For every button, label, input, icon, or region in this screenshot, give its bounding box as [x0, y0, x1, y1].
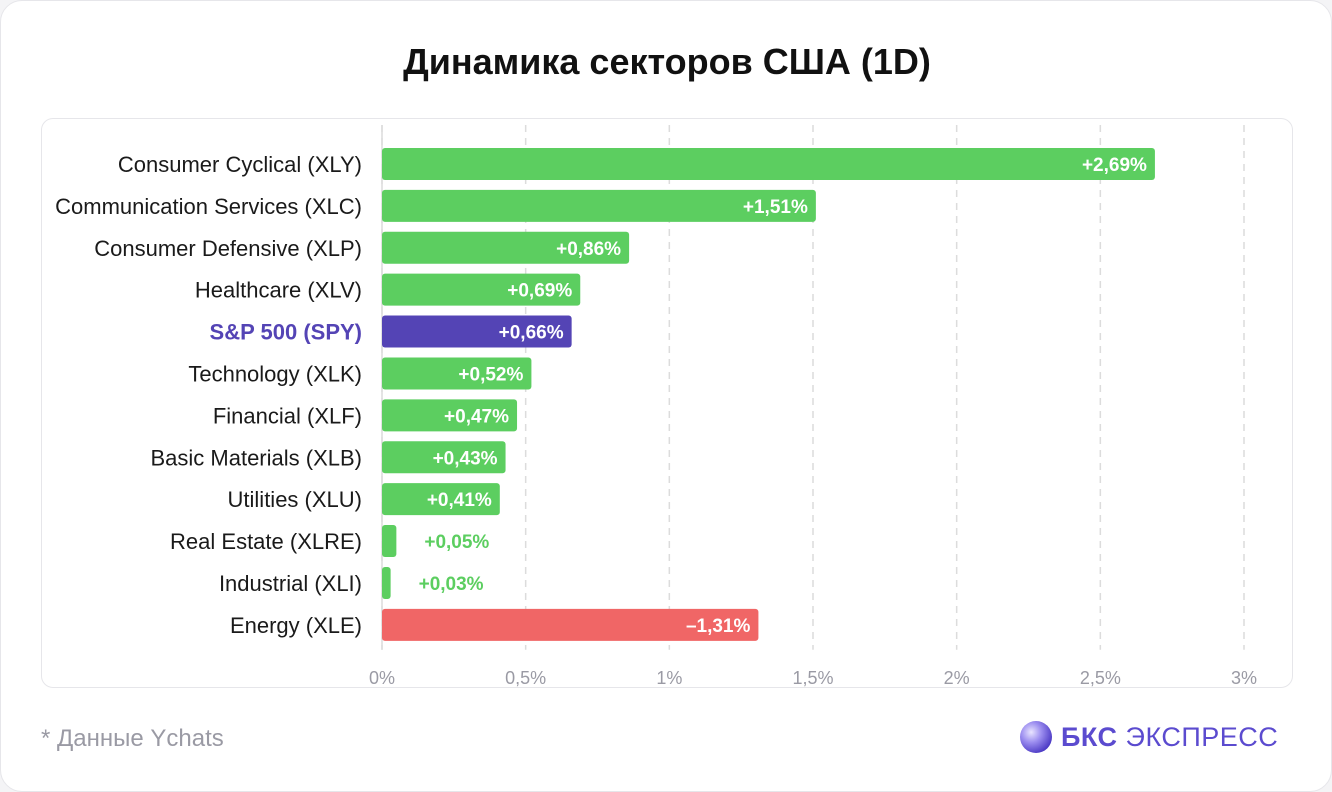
x-tick-label: 2,5%	[1080, 668, 1121, 687]
category-label: Technology (XLK)	[188, 361, 362, 386]
category-label: Real Estate (XLRE)	[170, 529, 362, 554]
data-label: +2,69%	[1082, 155, 1147, 176]
category-label: Consumer Defensive (XLP)	[94, 236, 362, 261]
data-label: +1,51%	[743, 197, 808, 218]
category-label: Energy (XLE)	[230, 613, 362, 638]
bar	[382, 357, 532, 390]
data-label: +0,52%	[458, 364, 523, 385]
bar	[382, 525, 397, 558]
bar	[382, 147, 1155, 180]
data-source-note: * Данные Ychats	[41, 725, 224, 752]
data-label: +0,03%	[419, 574, 484, 595]
chart-panel: 0% 0,5% 1% 1,5% 2% 2,5% 3% Consumer Cyclical (X…	[41, 118, 1293, 688]
chart-title: Динамика секторов США (1D)	[403, 41, 931, 82]
bar	[382, 231, 630, 264]
category-label: Utilities (XLU)	[228, 487, 362, 512]
data-label: +0,05%	[424, 532, 489, 553]
data-label: +0,41%	[427, 490, 492, 511]
data-label: +0,47%	[444, 406, 509, 427]
category-label: S&P 500 (SPY)	[210, 320, 362, 345]
bar	[382, 189, 816, 222]
x-tick-label: 1,5%	[792, 668, 833, 687]
data-label: +0,69%	[507, 281, 572, 302]
category-label: Financial (XLF)	[213, 403, 362, 428]
x-tick-label: 2%	[944, 668, 970, 687]
category-label: Healthcare (XLV)	[195, 278, 362, 303]
brand-logo: БКС ЭКСПРЕСС	[1019, 719, 1278, 755]
bar	[382, 273, 581, 306]
data-label: +0,86%	[556, 239, 621, 260]
x-tick-label: 1%	[656, 668, 682, 687]
category-label: Communication Services (XLC)	[55, 194, 362, 219]
x-tick-label: 3%	[1231, 668, 1257, 687]
bar	[382, 483, 500, 516]
data-label: +0,43%	[433, 448, 498, 469]
bar	[382, 608, 759, 641]
x-tick-label: 0%	[369, 668, 395, 687]
category-label: Consumer Cyclical (XLY)	[118, 152, 362, 177]
bar	[382, 315, 572, 348]
bks-sphere-icon	[1020, 721, 1052, 753]
data-label: –1,31%	[686, 616, 751, 637]
data-label: +0,66%	[499, 323, 564, 344]
bar	[382, 441, 506, 474]
bar	[382, 399, 518, 432]
bar-chart: 0% 0,5% 1% 1,5% 2% 2,5% 3% Consumer Cyclical (X…	[55, 125, 1257, 687]
category-label: Industrial (XLI)	[219, 571, 362, 596]
category-label: Basic Materials (XLB)	[150, 445, 362, 470]
x-tick-label: 0,5%	[505, 668, 546, 687]
brand-name-bold: БКС	[1061, 721, 1118, 752]
brand-name-light: ЭКСПРЕСС	[1125, 721, 1279, 752]
bar	[382, 566, 391, 599]
